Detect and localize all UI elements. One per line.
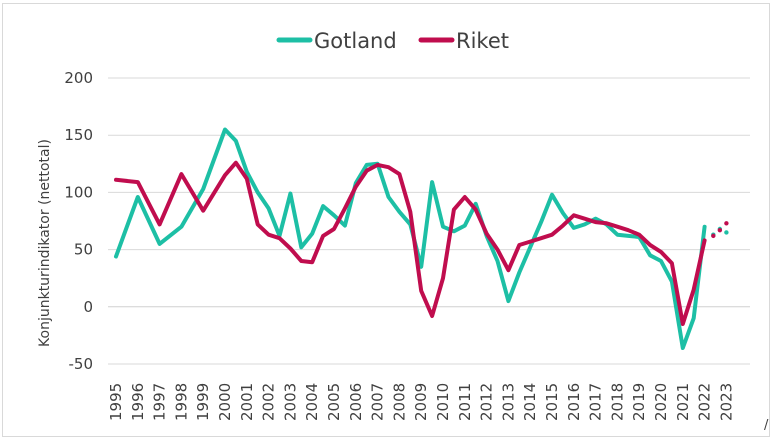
- x-tick-label: 2007: [369, 383, 387, 421]
- x-tick-label: 2015: [543, 383, 561, 421]
- corner-mark: /: [764, 418, 769, 433]
- partial-point-gotland: [724, 230, 729, 235]
- legend: Gotland Riket: [276, 29, 509, 53]
- y-axis-title: Konjunkturindikator (nettotal): [37, 139, 53, 347]
- x-tick-label: 2001: [238, 383, 256, 421]
- y-tick-labels: -50 0 50 100 150 200: [64, 69, 93, 373]
- x-tick-label: 2020: [652, 383, 670, 421]
- x-tick-label: 2000: [216, 383, 234, 421]
- grid-lines: [108, 77, 750, 365]
- x-tick-label: 2004: [303, 383, 321, 421]
- x-tick-label: 1999: [194, 383, 212, 421]
- y-tick-label: -50: [69, 355, 94, 373]
- x-tick-label: 2023: [717, 383, 735, 421]
- x-tick-label: 2021: [674, 383, 692, 421]
- x-tick-labels: 1995 1996 1997 1998 1999 2000 2001 2002 2003 2004…: [107, 383, 735, 421]
- y-tick-label: 0: [83, 298, 93, 316]
- x-tick-label: 2019: [630, 383, 648, 421]
- x-tick-label: 2008: [390, 383, 408, 421]
- series-line-riket: [114, 160, 707, 326]
- x-tick-label: 2010: [434, 383, 452, 421]
- x-tick-label: 2014: [521, 383, 539, 421]
- x-tick-label: 2012: [478, 383, 496, 421]
- x-tick-label: 1998: [172, 383, 190, 421]
- x-tick-label: 1996: [129, 383, 147, 421]
- series-line-gotland: [114, 127, 707, 350]
- legend-label-gotland: Gotland: [314, 29, 397, 53]
- partial-point-riket: [724, 221, 729, 226]
- y-tick-label: 150: [64, 126, 93, 144]
- x-tick-label: 2006: [347, 383, 365, 421]
- x-tick-label: 1997: [151, 383, 169, 421]
- partial-point-riket: [717, 227, 723, 233]
- legend-label-riket: Riket: [456, 29, 509, 53]
- y-tick-label: 50: [74, 241, 93, 259]
- x-tick-label: 2002: [260, 383, 278, 421]
- x-tick-label: 2016: [565, 383, 583, 421]
- x-tick-label: 2009: [412, 383, 430, 421]
- partial-point-riket: [711, 233, 716, 239]
- x-tick-label: 2017: [587, 383, 605, 421]
- y-tick-label: 200: [64, 69, 93, 87]
- x-tick-label: 2013: [499, 383, 517, 421]
- x-tick-label: 2022: [696, 383, 714, 421]
- x-tick-label: 2005: [325, 383, 343, 421]
- y-tick-label: 100: [64, 183, 93, 201]
- x-tick-label: 1995: [107, 383, 125, 421]
- x-tick-label: 2011: [456, 383, 474, 421]
- x-tick-label: 2003: [281, 383, 299, 421]
- series-lines: [114, 127, 729, 350]
- x-tick-label: 2018: [608, 383, 626, 421]
